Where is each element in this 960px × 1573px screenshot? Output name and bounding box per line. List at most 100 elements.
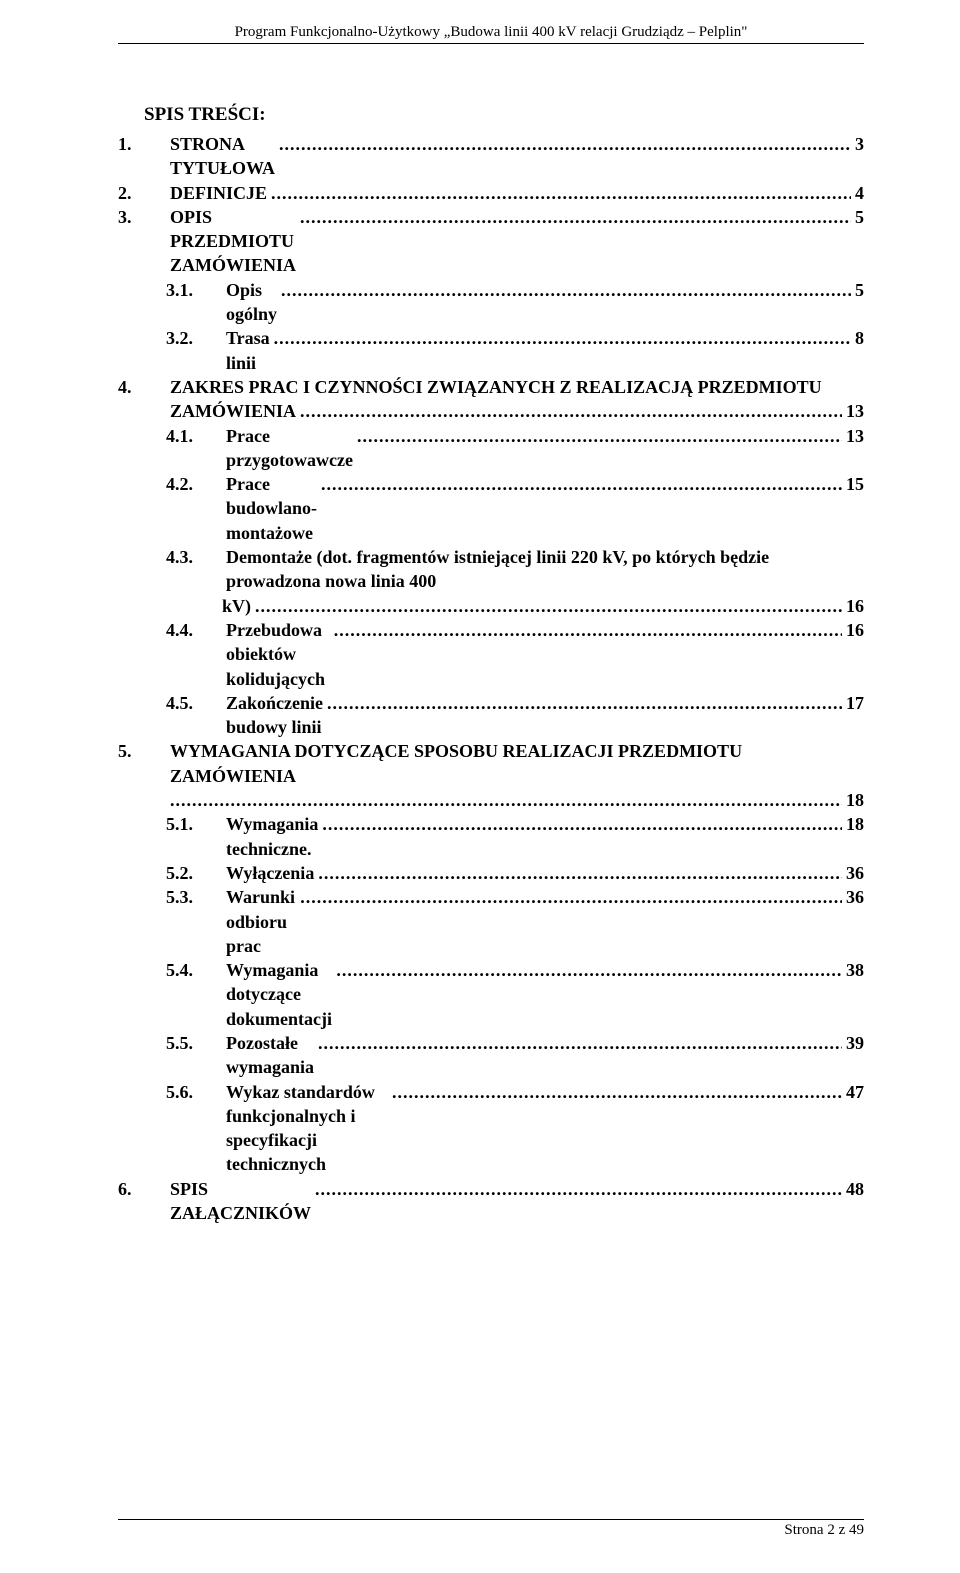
toc-label: ZAKRES PRAC I CZYNNOŚCI ZWIĄZANYCH Z REA… bbox=[170, 375, 826, 399]
toc-row: 4.2.Prace budowlano-montażowe 15 bbox=[166, 472, 864, 545]
toc-label: Warunki odbioru prac bbox=[226, 885, 300, 958]
toc-number: 6. bbox=[118, 1177, 170, 1201]
toc-label: kV) bbox=[222, 594, 255, 618]
page-footer: Strona 2 z 49 bbox=[118, 1519, 864, 1539]
toc-row: 5.2.Wyłączenia 36 bbox=[166, 861, 864, 885]
toc-number: 4.2. bbox=[166, 472, 226, 496]
toc-label: Opis ogólny bbox=[226, 278, 281, 327]
toc-row: 4.5.Zakończenie budowy linii 17 bbox=[166, 691, 864, 740]
toc-row: 5.5.Pozostałe wymagania 39 bbox=[166, 1031, 864, 1080]
toc-row: 3.2.Trasa linii 8 bbox=[166, 326, 864, 375]
toc-title: SPIS TREŚCI: bbox=[144, 104, 864, 126]
toc-number: 5.4. bbox=[166, 958, 226, 982]
toc-number: 4. bbox=[118, 375, 170, 399]
toc-label: Przebudowa obiektów kolidujących bbox=[226, 618, 334, 691]
toc-page-number: 15 bbox=[842, 472, 864, 496]
toc-page-number: 48 bbox=[842, 1177, 864, 1201]
toc-leader bbox=[170, 788, 842, 812]
toc-label: Wykaz standardów funkcjonalnych i specyf… bbox=[226, 1080, 392, 1177]
toc-row: 6.SPIS ZAŁĄCZNIKÓW 48 bbox=[118, 1177, 864, 1226]
toc-number: 5.1. bbox=[166, 812, 226, 836]
toc-label: Demontaże (dot. fragmentów istniejącej l… bbox=[226, 545, 864, 594]
toc-label: Prace budowlano-montażowe bbox=[226, 472, 321, 545]
toc-leader bbox=[300, 205, 851, 229]
toc-label: OPIS PRZEDMIOTU ZAMÓWIENIA bbox=[170, 205, 300, 278]
toc-page-number: 16 bbox=[842, 618, 864, 642]
toc-page-number: 39 bbox=[842, 1031, 864, 1055]
toc-number: 3.1. bbox=[166, 278, 226, 302]
toc-container: SPIS TREŚCI: 1.STRONA TYTUŁOWA 3 2.DEFINIC… bbox=[118, 104, 864, 1225]
toc-label: Pozostałe wymagania bbox=[226, 1031, 318, 1080]
toc-label: ZAMÓWIENIA bbox=[170, 399, 300, 423]
toc-number: 2. bbox=[118, 181, 170, 205]
toc-leader bbox=[279, 132, 851, 156]
toc-leader bbox=[334, 618, 842, 642]
toc-leader bbox=[321, 472, 842, 496]
toc-number: 4.4. bbox=[166, 618, 226, 642]
toc-leader bbox=[392, 1080, 842, 1104]
toc-number: 5. bbox=[118, 739, 170, 763]
toc-row: 4.3.Demontaże (dot. fragmentów istniejąc… bbox=[166, 545, 864, 594]
toc-number: 3.2. bbox=[166, 326, 226, 350]
toc-row: 4.ZAKRES PRAC I CZYNNOŚCI ZWIĄZANYCH Z R… bbox=[118, 375, 864, 399]
toc-row: 3.1.Opis ogólny 5 bbox=[166, 278, 864, 327]
toc-page-number: 16 bbox=[842, 594, 864, 618]
toc-page-number: 13 bbox=[842, 424, 864, 448]
toc-leader bbox=[357, 424, 842, 448]
toc-page-number: 36 bbox=[842, 885, 864, 909]
toc-page-number: 5 bbox=[851, 278, 864, 302]
toc-page-number: 5 bbox=[851, 205, 864, 229]
toc-number: 5.3. bbox=[166, 885, 226, 909]
toc-leader bbox=[327, 691, 842, 715]
toc-leader bbox=[336, 958, 842, 982]
toc-leader bbox=[300, 399, 842, 423]
toc-row: 0.ZAMÓWIENIA13 bbox=[118, 399, 864, 423]
toc-page-number: 13 bbox=[842, 399, 864, 423]
toc-leader bbox=[322, 812, 842, 836]
toc-number: 4.3. bbox=[166, 545, 226, 569]
toc-page-number: 3 bbox=[851, 132, 864, 156]
toc-leader bbox=[318, 1031, 842, 1055]
toc-page-number: 4 bbox=[851, 181, 864, 205]
toc-label: Wymagania dotyczące dokumentacji bbox=[226, 958, 336, 1031]
toc-number: 5.6. bbox=[166, 1080, 226, 1104]
toc-row: kV) 16 bbox=[222, 594, 864, 618]
page: Program Funkcjonalno-Użytkowy „Budowa li… bbox=[0, 0, 960, 1573]
toc-row: 5.4.Wymagania dotyczące dokumentacji 38 bbox=[166, 958, 864, 1031]
toc-leader bbox=[271, 181, 851, 205]
toc-leader bbox=[300, 885, 842, 909]
toc-page-number: 38 bbox=[842, 958, 864, 982]
toc-row: 5.3.Warunki odbioru prac 36 bbox=[166, 885, 864, 958]
toc-number: 4.5. bbox=[166, 691, 226, 715]
toc-label: WYMAGANIA DOTYCZĄCE SPOSOBU REALIZACJI P… bbox=[170, 739, 864, 788]
toc-label: STRONA TYTUŁOWA bbox=[170, 132, 279, 181]
toc-number: 5.2. bbox=[166, 861, 226, 885]
toc-label: Zakończenie budowy linii bbox=[226, 691, 327, 740]
toc-page-number: 18 bbox=[842, 812, 864, 836]
toc-page-number: 18 bbox=[842, 788, 864, 812]
toc-list: 1.STRONA TYTUŁOWA32.DEFINICJE43.OPIS PRZ… bbox=[118, 132, 864, 1225]
toc-label: Wymagania techniczne. bbox=[226, 812, 322, 861]
toc-row: 4.1.Prace przygotowawcze13 bbox=[166, 424, 864, 473]
toc-row: 5.WYMAGANIA DOTYCZĄCE SPOSOBU REALIZACJI… bbox=[118, 739, 864, 788]
toc-label: SPIS ZAŁĄCZNIKÓW bbox=[170, 1177, 315, 1226]
toc-leader bbox=[281, 278, 851, 302]
toc-label: Trasa linii bbox=[226, 326, 274, 375]
toc-row: 5.6.Wykaz standardów funkcjonalnych i sp… bbox=[166, 1080, 864, 1177]
toc-row: 3.OPIS PRZEDMIOTU ZAMÓWIENIA5 bbox=[118, 205, 864, 278]
toc-leader bbox=[274, 326, 851, 350]
toc-page-number: 36 bbox=[842, 861, 864, 885]
toc-label: Wyłączenia bbox=[226, 861, 318, 885]
toc-row: 5.1.Wymagania techniczne. 18 bbox=[166, 812, 864, 861]
toc-leader bbox=[315, 1177, 842, 1201]
toc-row: 4.4.Przebudowa obiektów kolidujących 16 bbox=[166, 618, 864, 691]
toc-page-number: 17 bbox=[842, 691, 864, 715]
toc-row: 0.18 bbox=[118, 788, 864, 812]
running-header: Program Funkcjonalno-Użytkowy „Budowa li… bbox=[118, 24, 864, 44]
toc-page-number: 8 bbox=[851, 326, 864, 350]
toc-page-number: 47 bbox=[842, 1080, 864, 1104]
toc-number: 1. bbox=[118, 132, 170, 156]
toc-number: 5.5. bbox=[166, 1031, 226, 1055]
toc-row: 2.DEFINICJE4 bbox=[118, 181, 864, 205]
toc-number: 4.1. bbox=[166, 424, 226, 448]
